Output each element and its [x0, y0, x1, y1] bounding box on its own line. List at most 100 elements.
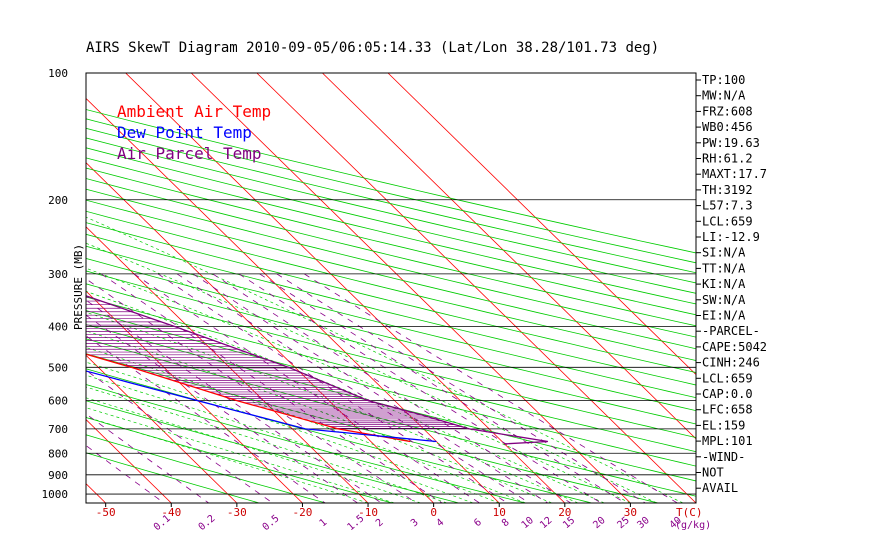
stability-index-label: SW:N/A: [702, 293, 746, 307]
stability-index-label: SI:N/A: [702, 246, 746, 260]
dry-adiabat-line: [86, 118, 696, 264]
dry-adiabat-line: [86, 137, 696, 284]
mixing-ratio-tick-label: 12: [538, 515, 554, 531]
moist-adiabat-line: [86, 397, 421, 503]
isotherm-line: [86, 97, 500, 503]
mixing-ratio-tick-label: 2: [374, 517, 386, 529]
dry-adiabat-line: [86, 384, 526, 503]
isotherm-line: [190, 73, 631, 503]
stability-index-label: WB0:456: [702, 120, 753, 134]
isotherm-line: [256, 73, 696, 503]
moist-adiabat-line: [86, 347, 526, 503]
moist-adiabat-line: [86, 361, 500, 503]
stability-index-label: MAXT:17.7: [702, 167, 767, 181]
dry-adiabat-line: [86, 258, 696, 412]
mixing-ratio-tick-label: 0.5: [261, 513, 282, 533]
pressure-tick-label: 900: [48, 469, 68, 482]
plot-frame: [85, 72, 697, 504]
bottom-temp-tick-label: -50: [96, 506, 116, 519]
mixing-ratio-tick-label: 6: [472, 517, 484, 529]
dry-adiabat-line: [86, 157, 696, 305]
isotherm-line: [86, 483, 106, 503]
mixing-ratio-tick-label: 30: [636, 515, 652, 531]
pressure-tick-label: 800: [48, 447, 68, 460]
isotherm-line: [322, 73, 696, 440]
dry-adiabat-line: [86, 188, 696, 338]
dew-point-temp-line: [86, 370, 437, 443]
dry-adiabat-line: [86, 147, 696, 294]
legend-ambient-air-temp: Ambient Air Temp: [117, 102, 271, 121]
pressure-tick-label: 300: [48, 268, 68, 281]
pressure-tick-label: 1000: [42, 488, 69, 501]
legend: Ambient Air Temp Dew Point Temp Air Parc…: [117, 102, 271, 163]
mixing-ratio-line: [192, 273, 549, 503]
mixing-ratio-tick-label: 0.2: [197, 513, 218, 533]
stability-index-label: RH:61.2: [702, 152, 753, 166]
stability-index-label: CAPE:5042: [702, 340, 767, 354]
pressure-tick-label: 100: [48, 67, 68, 80]
dry-adiabat-line: [86, 178, 696, 327]
legend-air-parcel-temp: Air Parcel Temp: [117, 144, 262, 163]
dry-adiabat-line: [86, 417, 393, 503]
stability-index-label: CINH:246: [702, 356, 760, 370]
stability-index-label: MPL:101: [702, 434, 753, 448]
pressure-tick-label: 400: [48, 321, 68, 334]
air-parcel-temp-line: [86, 295, 549, 445]
dry-adiabat-line: [86, 167, 696, 316]
dry-adiabat-line: [86, 222, 696, 373]
dry-adiabat-line: [86, 233, 696, 386]
cape-hatch: [86, 296, 468, 429]
stability-index-label: LI:-12.9: [702, 230, 760, 244]
moist-adiabat-line: [86, 290, 605, 503]
legend-dew-point-temp: Dew Point Temp: [117, 123, 252, 142]
mixing-ratio-line: [259, 273, 626, 503]
mixing-ratio-line: [86, 369, 273, 503]
stability-index-label: LFC:658: [702, 403, 753, 417]
mixing-ratio-tick-label: 3: [409, 517, 421, 529]
moist-adiabat-line: [86, 242, 657, 503]
stability-index-label: AVAIL: [702, 481, 738, 495]
isotherm-line: [86, 418, 172, 503]
bottom-temp-tick-label: -40: [161, 506, 181, 519]
sounding-profiles: [86, 295, 549, 445]
stability-index-label: -WIND-: [702, 450, 745, 464]
background-grid: [86, 73, 696, 503]
pressure-axis-label: PRESSURE (MB): [72, 244, 85, 330]
moist-adiabat-line: [86, 311, 579, 503]
stability-index-label: PW:19.63: [702, 136, 760, 150]
dry-adiabat-line: [86, 210, 696, 361]
stability-index-label: FRZ:608: [702, 104, 753, 118]
dry-adiabat-line: [86, 283, 696, 438]
mixing-ratio-tick-label: 1: [318, 517, 330, 529]
dry-adiabat-line: [86, 434, 326, 503]
dry-adiabat-line: [86, 270, 696, 425]
bottom-temp-tick-label: -20: [293, 506, 313, 519]
stability-index-label: KI:N/A: [702, 277, 746, 291]
stability-index-label: TT:N/A: [702, 261, 746, 275]
mixing-ratio-line: [133, 273, 480, 503]
moist-adiabat-line: [86, 267, 631, 503]
mixing-ratio-tick-label: 4: [435, 517, 447, 529]
stability-index-label: EL:159: [702, 418, 745, 432]
pressure-tick-label: 700: [48, 423, 68, 436]
bottom-temp-tick-label: 10: [493, 506, 506, 519]
dry-adiabat-line: [86, 452, 260, 503]
moist-adiabat-line: [86, 216, 684, 503]
mixing-ratio-line: [276, 273, 646, 503]
dry-adiabat-line: [86, 127, 696, 274]
mixing-ratio-line: [176, 273, 530, 503]
stability-index-label: -PARCEL-: [702, 324, 760, 338]
mixing-ratio-line: [238, 273, 602, 503]
bottom-temp-tick-label: 20: [558, 506, 571, 519]
moist-adiabat-line: [86, 386, 447, 503]
bottom-temp-tick-label: -30: [227, 506, 247, 519]
stability-index-label: CAP:0.0: [702, 387, 753, 401]
mixing-ratio-line: [157, 273, 508, 503]
stability-index-label: TP:100: [702, 73, 745, 87]
chart-title: AIRS SkewT Diagram 2010-09-05/06:05:14.3…: [86, 40, 659, 56]
dry-adiabat-line: [86, 324, 696, 482]
dry-adiabat-line: [86, 296, 696, 453]
